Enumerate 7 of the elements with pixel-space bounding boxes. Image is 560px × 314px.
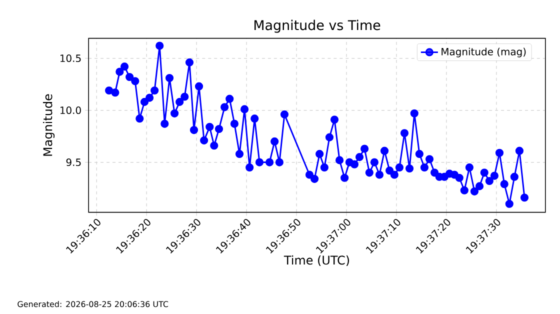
legend-label: Magnitude (mag) — [442, 48, 526, 58]
y-tick-label: 10.5 — [60, 54, 81, 62]
y-axis-title: Magnitude — [42, 94, 55, 156]
chart-title: Magnitude vs Time — [254, 20, 380, 33]
y-tick-label: 9.5 — [66, 158, 81, 166]
x-axis-title: Time (UTC) — [284, 255, 350, 266]
y-tick-label: 10.0 — [60, 106, 81, 114]
